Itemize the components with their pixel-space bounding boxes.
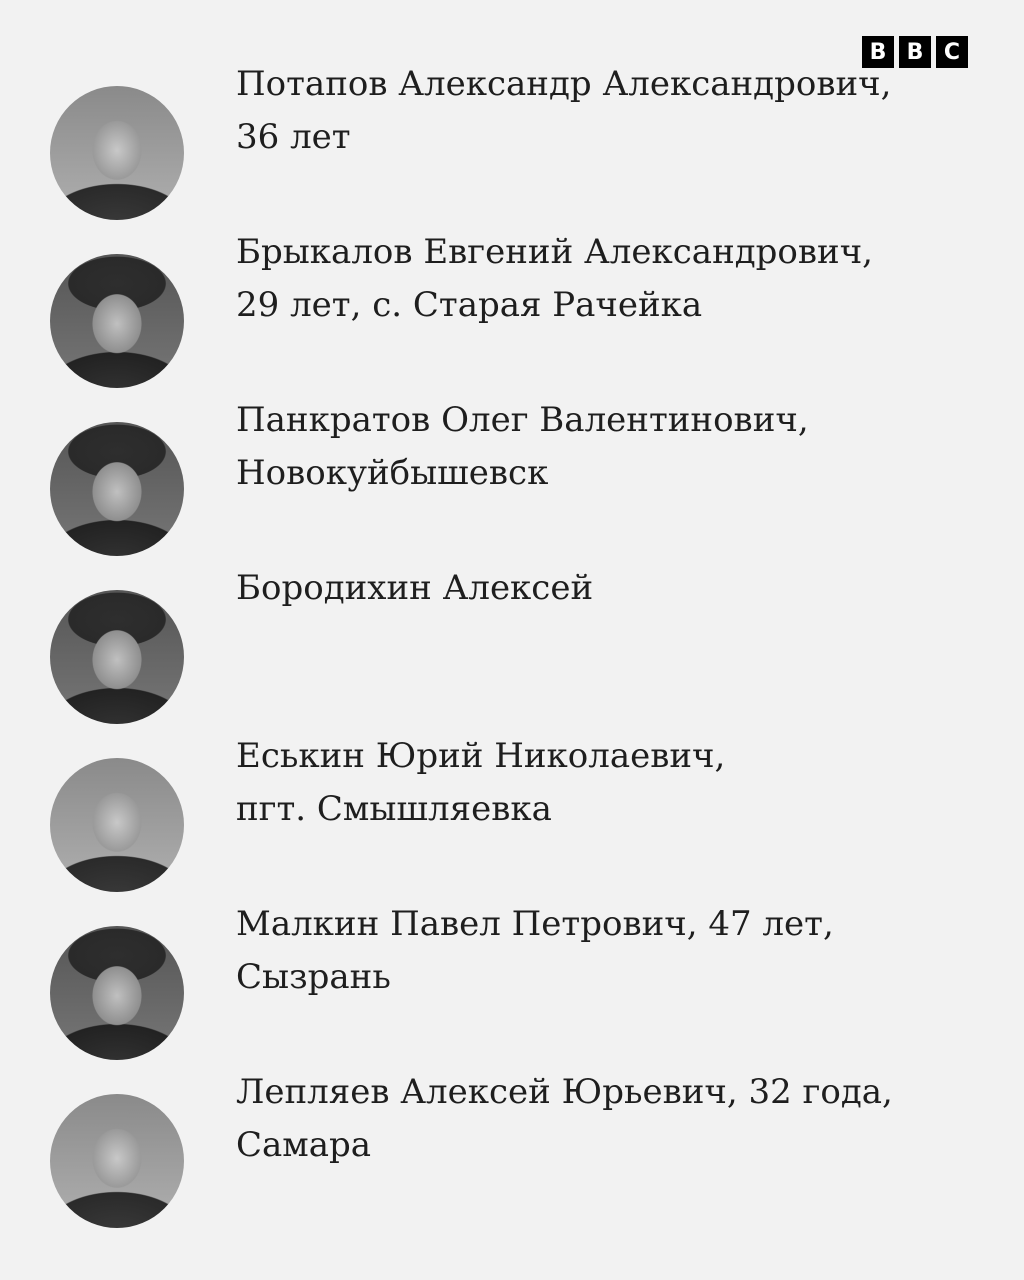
list-item: Лепляев Алексей Юрьевич, 32 года, Самара: [50, 1072, 990, 1228]
person-details: 29 лет, с. Старая Рачейка: [236, 285, 703, 325]
person-name: Малкин Павел Петрович, 47 лет,: [236, 904, 834, 944]
portrait-photo: [50, 1094, 184, 1228]
person-name: Потапов Александр Александрович,: [236, 64, 892, 104]
logo-letter: C: [936, 36, 968, 68]
list-item: Малкин Павел Петрович, 47 лет, Сызрань: [50, 904, 990, 1060]
person-details: Самара: [236, 1125, 372, 1165]
person-details: Новокуйбышевск: [236, 453, 549, 493]
list-item: Панкратов Олег Валентинович, Новокуйбышев…: [50, 400, 990, 556]
portrait-photo: [50, 254, 184, 388]
bbc-logo: B B C: [862, 36, 968, 68]
person-name: Брыкалов Евгений Александрович,: [236, 232, 873, 272]
person-name: Лепляев Алексей Юрьевич, 32 года,: [236, 1072, 893, 1112]
person-details: Сызрань: [236, 957, 391, 997]
person-name: Панкратов Олег Валентинович,: [236, 400, 809, 440]
person-name: Еськин Юрий Николаевич,: [236, 736, 726, 776]
person-name: Бородихин Алексей: [236, 568, 594, 608]
portrait-photo: [50, 758, 184, 892]
portrait-photo: [50, 422, 184, 556]
list-item: Потапов Александр Александрович, 36 лет: [50, 64, 990, 220]
portrait-photo: [50, 926, 184, 1060]
list-item: Брыкалов Евгений Александрович, 29 лет, с…: [50, 232, 990, 388]
person-details: 36 лет: [236, 117, 351, 157]
logo-letter: B: [862, 36, 894, 68]
person-details: пгт. Смышляевка: [236, 789, 552, 829]
list-item: Еськин Юрий Николаевич, пгт. Смышляевка: [50, 736, 990, 892]
portrait-photo: [50, 86, 184, 220]
logo-letter: B: [899, 36, 931, 68]
list-item: Бородихин Алексей: [50, 568, 990, 724]
portrait-photo: [50, 590, 184, 724]
